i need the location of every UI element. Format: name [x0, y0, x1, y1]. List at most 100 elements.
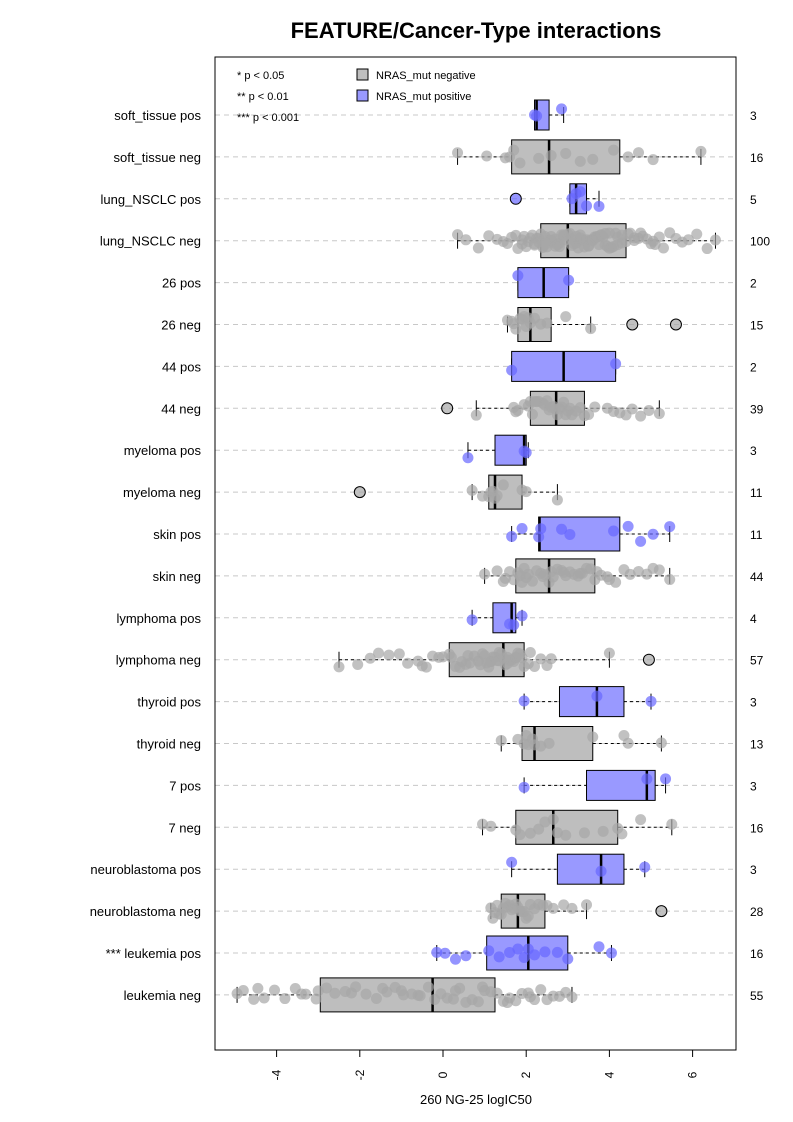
group-label: *** leukemia pos: [106, 946, 202, 961]
x-tick-label: -4: [270, 1069, 284, 1080]
data-point: [491, 565, 503, 577]
x-tick-label: -2: [353, 1069, 367, 1080]
data-point: [535, 740, 547, 752]
data-point: [479, 568, 491, 580]
x-tick-label: 6: [686, 1071, 700, 1078]
data-point: [472, 242, 484, 254]
data-point: [529, 660, 541, 672]
box: [558, 686, 625, 718]
group-label: leukemia neg: [124, 988, 201, 1003]
group-label: neuroblastoma pos: [90, 862, 201, 877]
data-point: [533, 152, 545, 164]
data-point: [591, 690, 603, 702]
data-point: [508, 144, 520, 156]
data-point: [626, 403, 638, 415]
data-point: [560, 829, 572, 841]
data-point: [556, 103, 568, 115]
data-point: [460, 950, 472, 962]
count-label: 3: [750, 696, 757, 710]
group-label: 26 neg: [161, 318, 201, 333]
data-point: [545, 566, 557, 578]
data-point: [622, 737, 634, 749]
data-point: [360, 988, 372, 1000]
legend-label: NRAS_mut negative: [376, 70, 476, 82]
count-label: 57: [750, 654, 764, 668]
count-label: 28: [750, 905, 764, 919]
group-label: 7 pos: [169, 778, 201, 793]
data-point: [516, 238, 528, 250]
data-point: [377, 982, 389, 994]
data-point: [537, 240, 549, 252]
count-label: 3: [750, 779, 757, 793]
significance-legend-item: *** p < 0.001: [237, 112, 299, 124]
data-point: [595, 865, 607, 877]
data-point: [506, 531, 518, 543]
data-point: [345, 987, 357, 999]
data-point: [545, 149, 557, 161]
data-point: [647, 235, 659, 247]
data-point: [558, 229, 570, 241]
data-point: [445, 651, 457, 663]
data-point: [612, 231, 624, 243]
data-point: [578, 827, 590, 839]
count-label: 39: [750, 402, 764, 416]
data-point: [701, 243, 713, 255]
data-point: [558, 899, 570, 911]
count-label: 44: [750, 570, 764, 584]
data-point: [583, 408, 595, 420]
significance-legend-item: * p < 0.05: [237, 70, 284, 82]
data-point: [454, 661, 466, 673]
group-label: lymphoma neg: [116, 653, 201, 668]
group-label: myeloma neg: [123, 485, 201, 500]
data-point: [466, 484, 478, 496]
data-point: [551, 827, 563, 839]
data-point: [481, 150, 493, 162]
x-axis: -4 -2 0 2 4 6: [270, 1049, 700, 1080]
data-point: [466, 614, 478, 626]
data-point: [364, 652, 376, 664]
data-point: [587, 235, 599, 247]
group-label: skin neg: [153, 569, 201, 584]
data-point: [416, 660, 428, 672]
data-point: [499, 152, 511, 164]
data-point: [321, 982, 333, 994]
count-label: 2: [750, 277, 757, 291]
count-label: 11: [750, 486, 763, 500]
outlier-point: [509, 192, 522, 205]
outlier-point: [655, 905, 668, 918]
data-point: [474, 659, 486, 671]
data-point: [633, 147, 645, 159]
data-point: [560, 147, 572, 159]
data-point: [566, 991, 578, 1003]
data-point: [608, 525, 620, 537]
data-point: [639, 861, 651, 873]
data-point: [622, 520, 634, 532]
data-point: [512, 943, 524, 955]
data-point: [493, 647, 505, 659]
count-label: 15: [750, 319, 764, 333]
group-label: soft_tissue neg: [114, 150, 201, 165]
data-point: [518, 781, 530, 793]
group-label: 7 neg: [168, 820, 201, 835]
data-point: [574, 155, 586, 167]
data-point: [547, 902, 559, 914]
data-point: [633, 565, 645, 577]
data-point: [660, 773, 672, 785]
data-point: [529, 238, 541, 250]
data-point: [566, 902, 578, 914]
data-point: [531, 110, 543, 122]
data-point: [529, 396, 541, 408]
data-point: [504, 654, 516, 666]
data-point: [449, 953, 461, 965]
data-point: [518, 952, 530, 964]
data-point: [593, 200, 605, 212]
group-label: myeloma pos: [124, 443, 202, 458]
data-point: [485, 820, 497, 832]
data-point: [522, 910, 534, 922]
legend-swatch: [356, 68, 369, 81]
data-point: [252, 982, 264, 994]
data-point: [520, 730, 532, 742]
data-point: [508, 318, 520, 330]
data-point: [574, 229, 586, 241]
data-point: [695, 145, 707, 157]
